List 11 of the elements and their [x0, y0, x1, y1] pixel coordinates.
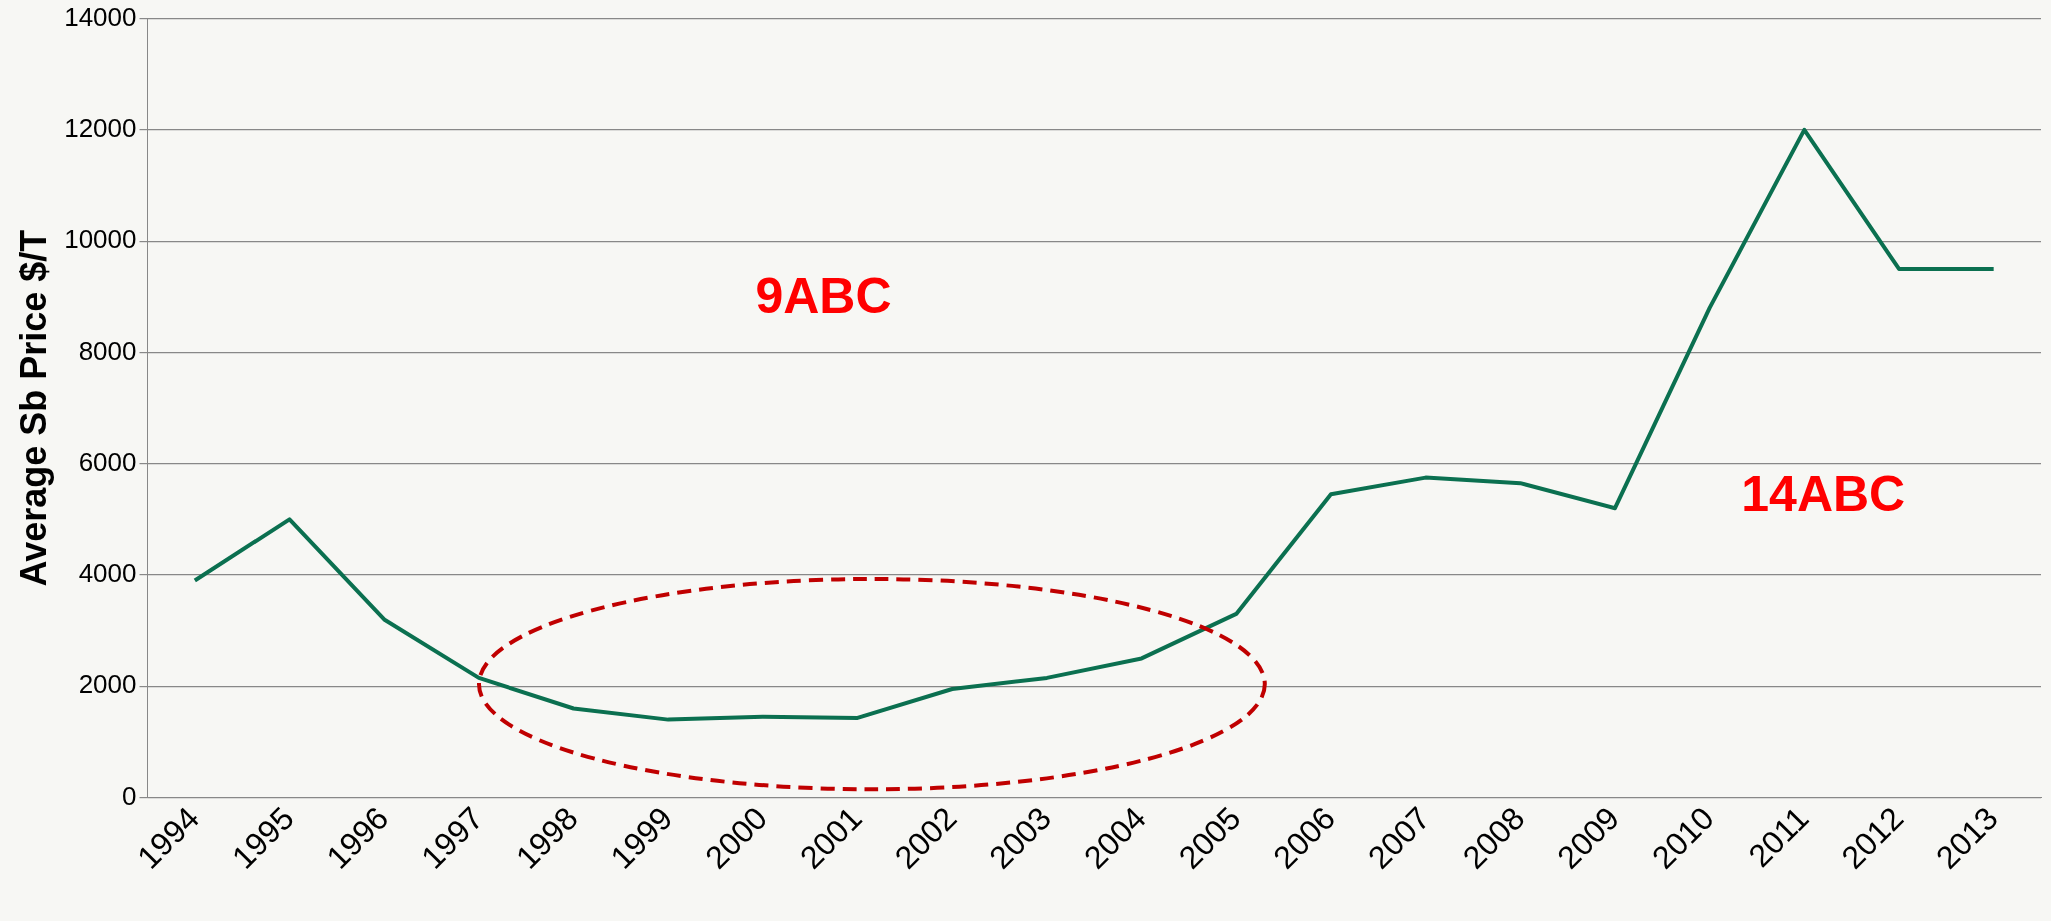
y-tick-label: 8000 [78, 335, 137, 366]
y-tick-label: 2000 [78, 669, 137, 700]
y-tick-label: 10000 [64, 224, 137, 255]
y-tick-label: 14000 [64, 1, 137, 32]
annotation: 9ABC [755, 267, 892, 324]
y-tick-label: 4000 [78, 558, 137, 589]
y-tick-label: 6000 [78, 446, 137, 477]
y-tick-label: 0 [122, 780, 137, 811]
annotation: 14ABC [1741, 466, 1906, 523]
y-axis-title: Average Sb Price $/T [12, 229, 54, 587]
y-tick-label: 12000 [64, 113, 137, 144]
